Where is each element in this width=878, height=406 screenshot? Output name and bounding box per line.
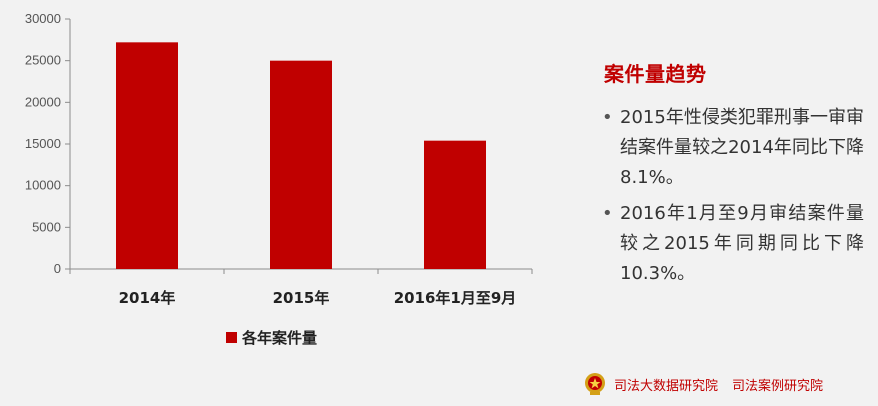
panel-title: 案件量趋势: [604, 62, 707, 86]
y-tick-label: 15000: [25, 136, 61, 151]
bullet-item: 2015年性侵类犯罪刑事一审审结案件量较之2014年同比下降8.1%。: [596, 103, 864, 193]
chart-legend: 各年案件量: [226, 327, 317, 348]
y-tick-label: 30000: [25, 11, 61, 26]
y-tick-label: 25000: [25, 53, 61, 68]
trend-panel: 案件量趋势 2015年性侵类犯罪刑事一审审结案件量较之2014年同比下降8.1%…: [596, 58, 864, 295]
footer-org-2: 司法案例研究院: [732, 378, 824, 394]
bullet-list: 2015年性侵类犯罪刑事一审审结案件量较之2014年同比下降8.1%。 2016…: [596, 103, 864, 289]
footer: 司法大数据研究院 司法案例研究院: [584, 372, 829, 396]
court-emblem-icon: [585, 373, 605, 395]
bullet-item: 2016年1月至9月审结案件量较之2015年同期同比下降10.3%。: [596, 199, 864, 289]
y-tick-label: 10000: [25, 178, 61, 193]
x-category-label: 2016年1月至9月: [394, 289, 517, 307]
footer-org-1: 司法大数据研究院: [614, 378, 719, 394]
legend-swatch: [226, 332, 237, 343]
bar-chart: 0 5000 10000 15000 20000 25000 30000 2014年 2015年…: [25, 11, 533, 307]
y-tick-label: 5000: [32, 219, 61, 234]
x-category-label: 2015年: [273, 289, 330, 307]
x-category-label: 2014年: [119, 289, 176, 307]
bar: [116, 42, 178, 270]
bar: [424, 140, 486, 269]
y-tick-label: 0: [54, 261, 61, 276]
y-tick-label: 20000: [25, 94, 61, 109]
legend-label: 各年案件量: [242, 329, 318, 347]
bar: [270, 60, 332, 269]
